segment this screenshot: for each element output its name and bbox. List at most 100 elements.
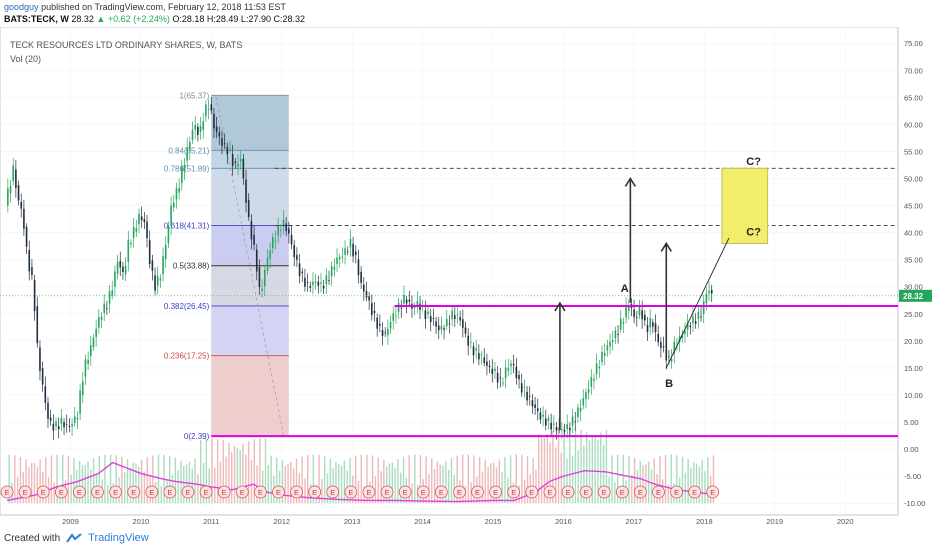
candle-body [553, 423, 555, 425]
earnings-marker-icon[interactable] [561, 485, 575, 499]
volume-bar [602, 444, 605, 504]
earnings-marker-icon[interactable] [127, 485, 141, 499]
earnings-marker-icon[interactable] [253, 485, 267, 499]
earnings-marker-icon[interactable] [362, 485, 376, 499]
candle-body [577, 407, 579, 418]
chart-title: TECK RESOURCES LTD ORDINARY SHARES, W, B… [10, 40, 242, 50]
fib-zone [211, 265, 289, 306]
candle-body [41, 368, 44, 385]
volume-bar [115, 455, 117, 504]
arrow-head-icon [624, 177, 637, 187]
volume-bar [366, 454, 368, 504]
earnings-marker-icon[interactable] [326, 485, 340, 499]
volume-bar [614, 482, 616, 504]
chart-area[interactable]: 1(65.37) 0.84(55.21) 0.786(51.89) 0.618(41.… [0, 26, 932, 526]
volume-bar [70, 474, 72, 504]
volume-bar [245, 454, 247, 504]
earnings-marker-icon[interactable] [380, 485, 394, 499]
candle-body [328, 280, 330, 282]
earnings-marker-icon[interactable] [670, 485, 683, 499]
earnings-marker-icon[interactable] [199, 485, 213, 499]
earnings-marker-icon[interactable] [398, 485, 412, 499]
chart-svg[interactable]: 1(65.37) 0.84(55.21) 0.786(51.89) 0.618(41.… [0, 26, 932, 526]
candle-body [71, 424, 73, 427]
candle-body [408, 299, 411, 302]
earnings-marker-icon[interactable] [163, 485, 177, 499]
volume-bar [185, 464, 188, 504]
candle-body [320, 282, 322, 284]
earnings-marker-label: E [602, 488, 607, 497]
volume-bar [493, 462, 495, 504]
volume-bar [414, 454, 416, 504]
volume-bar [194, 458, 196, 504]
volume-bar [487, 466, 489, 504]
earnings-marker-icon[interactable] [145, 485, 159, 499]
earnings-marker-icon[interactable] [706, 485, 720, 499]
candle-body [68, 426, 71, 427]
earnings-marker-icon[interactable] [633, 485, 647, 499]
earnings-marker-icon[interactable] [507, 485, 521, 499]
candle-body [397, 303, 400, 312]
earnings-marker-icon[interactable] [272, 485, 285, 499]
earnings-marker-icon[interactable] [290, 485, 303, 499]
earnings-marker-icon[interactable] [652, 485, 665, 499]
candle-body [454, 315, 456, 320]
fib-zone [211, 225, 289, 266]
candle-body [205, 104, 207, 117]
volume-bar [16, 477, 19, 504]
fib-zone [211, 355, 289, 437]
volume-bar [129, 467, 131, 504]
volume-bar [690, 467, 692, 504]
earnings-marker-icon[interactable] [453, 485, 466, 499]
candle-body [111, 290, 114, 296]
earnings-marker-icon[interactable] [54, 485, 68, 499]
candle-body [124, 265, 127, 275]
earnings-marker-icon[interactable] [543, 485, 557, 499]
volume-bar [188, 461, 191, 504]
earnings-marker-label: E [421, 488, 426, 497]
earnings-marker-icon[interactable] [181, 485, 195, 499]
earnings-marker-icon[interactable] [471, 485, 484, 499]
candle-body [15, 169, 17, 188]
earnings-marker-icon[interactable] [525, 485, 539, 499]
candle-body [306, 281, 309, 283]
candle-body [338, 256, 341, 260]
earnings-marker-icon[interactable] [416, 485, 430, 499]
volume-bar [357, 480, 360, 504]
volume-bar [157, 454, 160, 504]
candle-body [210, 104, 213, 111]
earnings-marker-icon[interactable] [597, 485, 611, 499]
volume-bar [428, 473, 430, 504]
earnings-marker-icon[interactable] [217, 485, 231, 499]
earnings-marker-icon[interactable] [18, 485, 32, 499]
username-link[interactable]: goodguy [4, 2, 39, 12]
earnings-marker-icon[interactable] [235, 485, 249, 499]
earnings-marker-icon[interactable] [91, 485, 104, 499]
volume-bar [591, 435, 594, 504]
volume-bar [205, 438, 208, 504]
earnings-marker-icon[interactable] [579, 485, 593, 499]
tradingview-brand[interactable]: TradingView [88, 532, 149, 544]
earnings-marker-icon[interactable] [36, 485, 50, 499]
volume-bar [318, 454, 320, 504]
volume-bar [87, 461, 89, 504]
earnings-marker-icon[interactable] [615, 485, 629, 499]
earnings-marker-icon[interactable] [73, 485, 86, 499]
x-tick-label: 2017 [626, 517, 643, 524]
earnings-marker-icon[interactable] [308, 485, 322, 499]
earnings-marker-icon[interactable] [489, 485, 503, 499]
candle-body [681, 334, 684, 339]
earnings-marker-icon[interactable] [434, 485, 448, 499]
candle-body [242, 159, 245, 179]
volume-bar [667, 484, 670, 504]
earnings-marker-icon[interactable] [0, 485, 14, 499]
y-tick-label: 35.00 [904, 256, 923, 265]
fib-level-label: 0.84(55.21) [168, 146, 209, 155]
earnings-marker-icon[interactable] [344, 485, 358, 499]
candle-body [146, 221, 148, 239]
earnings-marker-icon[interactable] [688, 485, 702, 499]
earnings-marker-label: E [149, 488, 154, 497]
earnings-marker-icon[interactable] [109, 485, 123, 499]
earnings-marker-label: E [41, 488, 46, 497]
volume-bar [464, 485, 467, 504]
